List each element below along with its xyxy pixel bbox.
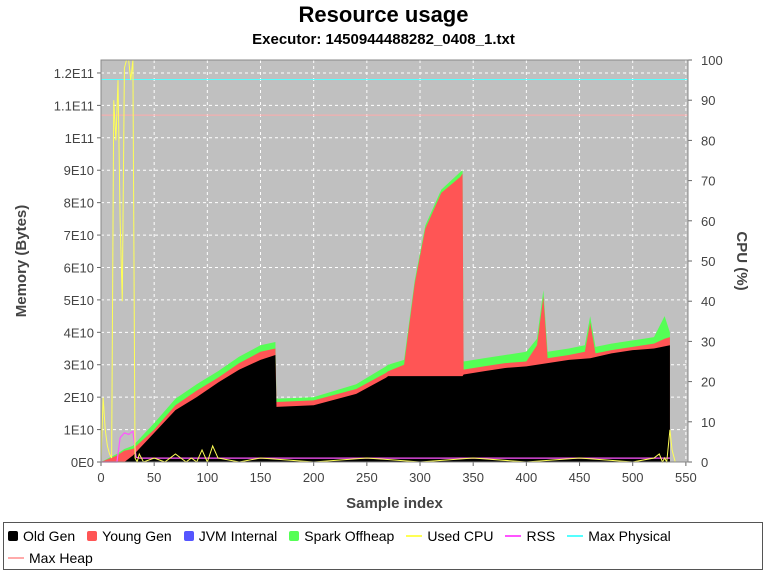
y-tick-label: 1.2E11 <box>54 66 94 81</box>
y-tick-label: 1E11 <box>65 131 94 146</box>
y2-tick-label: 0 <box>701 455 708 470</box>
y2-tick-label: 70 <box>701 174 715 189</box>
legend-item-jvm-internal: JVM Internal <box>183 525 278 547</box>
y-tick-label: 8E10 <box>64 196 94 211</box>
y-tick-label: 3E10 <box>64 358 94 373</box>
legend-swatch-used-cpu <box>406 535 423 537</box>
rss-line <box>101 430 670 463</box>
y-tick-label: 6E10 <box>64 260 94 275</box>
legend-swatch-young-gen <box>87 531 98 541</box>
y-tick-label: 5E10 <box>64 293 94 308</box>
y-tick-label: 1.1E11 <box>54 98 94 113</box>
area-layer <box>101 170 670 462</box>
x-tick-label: 250 <box>356 470 378 485</box>
legend-swatch-rss <box>505 535 522 537</box>
legend-item-max-heap: Max Heap <box>8 547 93 569</box>
x-tick-label: 300 <box>409 470 431 485</box>
y2-tick-label: 90 <box>701 93 715 108</box>
y2-tick-label: 30 <box>701 334 715 349</box>
y-axis-label: Memory (Bytes) <box>13 205 30 318</box>
legend-swatch-jvm-internal <box>183 531 194 541</box>
y-tick-label: 2E10 <box>64 390 94 405</box>
y-tick-label: 1E10 <box>64 423 94 438</box>
plot-border <box>100 59 689 463</box>
legend-item-used-cpu: Used CPU <box>406 525 493 547</box>
axes: 0 50 100 150 200 250 300 350 400 450 500 5500E01E10… <box>54 53 723 485</box>
x-tick-label: 550 <box>675 470 697 485</box>
y2-axis-label: CPU (%) <box>733 231 750 290</box>
legend: Old Gen Young Gen JVM Internal Spark Offhea… <box>3 522 763 570</box>
x-tick-label: 100 <box>196 470 218 485</box>
x-tick-label: 350 <box>462 470 484 485</box>
x-tick-label: 500 <box>622 470 644 485</box>
legend-label: Spark Offheap <box>304 528 395 544</box>
chart-canvas: 0 50 100 150 200 250 300 350 400 450 500 5500E01E10… <box>13 53 750 512</box>
y2-tick-label: 100 <box>701 53 723 68</box>
legend-label: Used CPU <box>427 528 494 544</box>
legend-swatch-max-physical <box>567 535 584 537</box>
x-tick-label: 400 <box>516 470 538 485</box>
x-tick-label: 200 <box>303 470 325 485</box>
legend-label: Max Heap <box>29 550 93 566</box>
legend-item-max-physical: Max Physical <box>567 525 671 547</box>
legend-swatch-max-heap <box>8 557 24 559</box>
legend-item-young-gen: Young Gen <box>87 525 172 547</box>
legend-swatch-spark-offheap <box>289 531 300 541</box>
y-tick-label: 9E10 <box>64 163 94 178</box>
legend-label: Old Gen <box>23 528 76 544</box>
y2-tick-label: 50 <box>701 254 715 269</box>
legend-item-old-gen: Old Gen <box>8 525 75 547</box>
y2-tick-label: 60 <box>701 214 715 229</box>
y-tick-label: 4E10 <box>64 325 94 340</box>
x-tick-label: 50 <box>147 470 161 485</box>
y-tick-label: 7E10 <box>64 228 94 243</box>
y-tick-label: 0E0 <box>71 455 94 470</box>
legend-item-spark-offheap: Spark Offheap <box>289 525 394 547</box>
legend-swatch-old-gen <box>8 531 18 541</box>
x-tick-label: 150 <box>250 470 272 485</box>
x-axis-label: Sample index <box>346 495 443 512</box>
legend-label: RSS <box>526 528 556 544</box>
x-tick-label: 450 <box>569 470 591 485</box>
y2-tick-label: 20 <box>701 375 715 390</box>
chart-subtitle: Executor: 1450944488282_0408_1.txt <box>252 31 515 48</box>
y2-tick-label: 80 <box>701 133 715 148</box>
x-tick-label: 0 <box>97 470 104 485</box>
y2-tick-label: 40 <box>701 294 715 309</box>
legend-label: JVM Internal <box>198 528 278 544</box>
legend-label: Max Physical <box>588 528 671 544</box>
old-gen-area <box>101 345 670 462</box>
y2-tick-label: 10 <box>701 415 715 430</box>
chart-title: Resource usage <box>298 2 469 27</box>
legend-item-rss: RSS <box>505 525 555 547</box>
legend-label: Young Gen <box>102 528 172 544</box>
